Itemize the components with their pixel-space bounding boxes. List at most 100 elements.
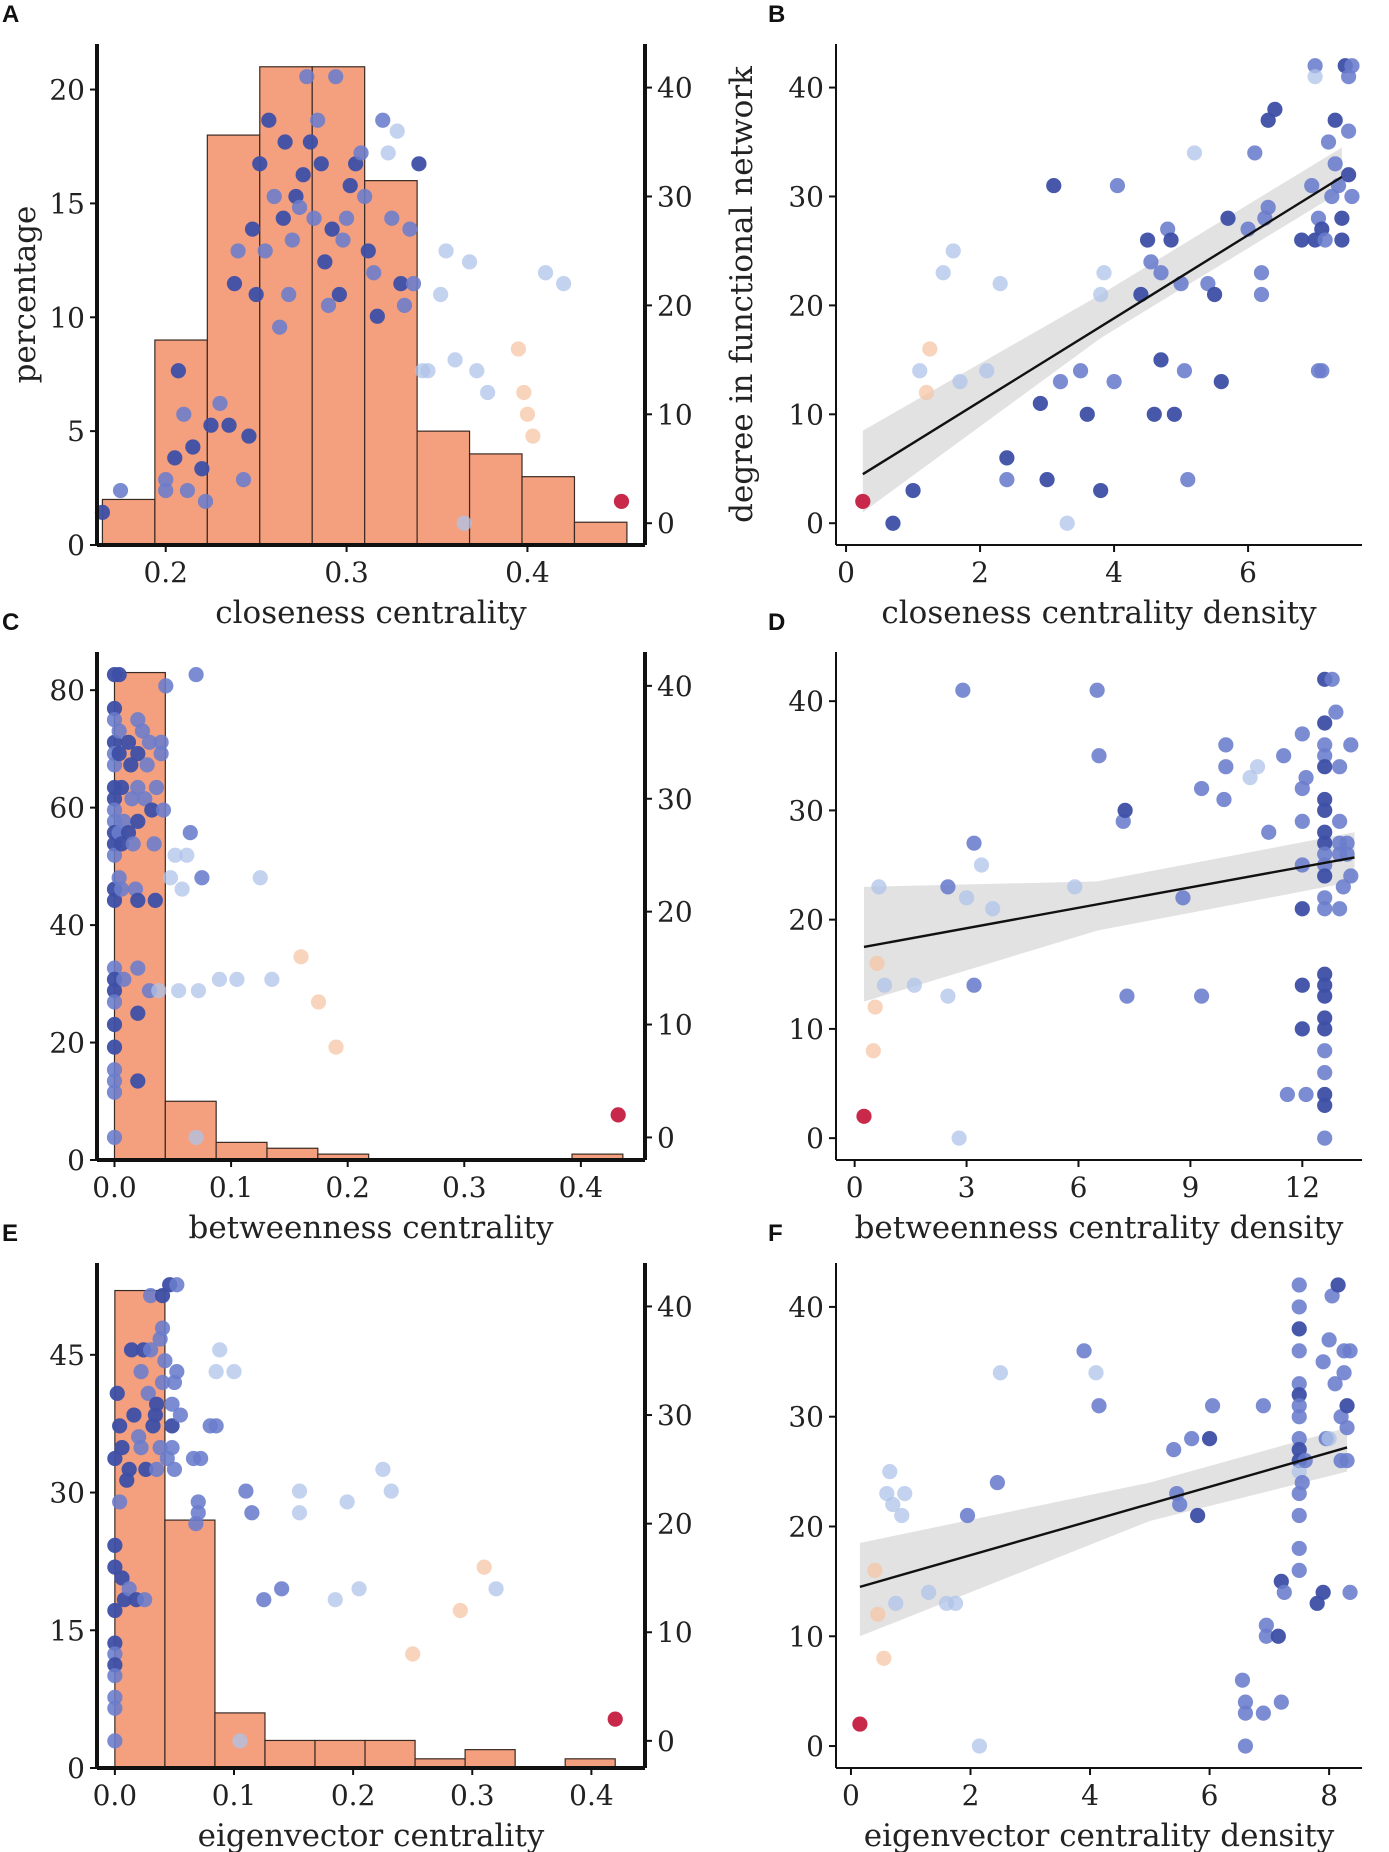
y-tick-label: 15 xyxy=(49,1614,85,1647)
data-point xyxy=(1340,167,1357,183)
data-point xyxy=(1344,58,1360,74)
x-tick-label: 6 xyxy=(1070,1171,1088,1204)
data-point xyxy=(148,1396,165,1412)
data-point xyxy=(1216,791,1232,808)
data-point xyxy=(1072,363,1089,379)
data-point xyxy=(111,723,127,739)
data-point xyxy=(1342,1584,1358,1600)
data-point xyxy=(940,988,956,1004)
data-point xyxy=(107,1689,123,1706)
x-tick-label: 4 xyxy=(1081,1779,1099,1812)
data-point xyxy=(320,297,337,313)
data-point xyxy=(973,857,990,873)
y-tick-label: 0 xyxy=(67,1752,85,1785)
data-point xyxy=(1317,748,1333,764)
x-tick-label: 0 xyxy=(846,1171,864,1204)
data-point xyxy=(194,461,210,477)
y2-tick-label: 0 xyxy=(657,1121,675,1154)
data-point xyxy=(461,254,478,270)
data-point xyxy=(133,1364,149,1380)
data-point xyxy=(153,746,169,762)
data-point xyxy=(921,1584,937,1600)
x-tick-label: 0.3 xyxy=(450,1779,495,1812)
data-point xyxy=(257,243,273,259)
data-point xyxy=(317,254,333,270)
data-point xyxy=(1153,265,1169,281)
x-tick-label: 0.0 xyxy=(92,1171,137,1204)
data-point xyxy=(1317,232,1333,248)
data-point xyxy=(342,177,358,194)
x-tick-label: 0.0 xyxy=(93,1779,138,1812)
y2-tick-label: 40 xyxy=(657,670,693,703)
data-point xyxy=(211,971,228,987)
data-point xyxy=(299,69,315,85)
data-point xyxy=(876,1650,892,1666)
data-point xyxy=(328,69,344,85)
data-point xyxy=(1324,671,1340,687)
data-point xyxy=(274,1581,290,1597)
data-point xyxy=(1342,1343,1358,1359)
data-point xyxy=(1039,472,1055,488)
data-point xyxy=(339,1494,355,1510)
data-point xyxy=(882,1463,898,1480)
data-point xyxy=(1133,286,1149,303)
data-point xyxy=(208,1364,224,1380)
data-point xyxy=(230,243,246,259)
data-point xyxy=(871,879,887,895)
data-point xyxy=(1294,1474,1310,1491)
data-point xyxy=(190,983,207,999)
data-point xyxy=(1117,802,1133,819)
data-point xyxy=(126,1407,142,1423)
data-point xyxy=(1317,1086,1333,1103)
data-point xyxy=(1184,1431,1200,1447)
histogram-bar xyxy=(364,180,418,546)
y-tick-label: 80 xyxy=(49,674,85,707)
x-tick-label: 0 xyxy=(842,1779,860,1812)
data-point xyxy=(935,265,951,281)
data-point xyxy=(393,276,409,292)
data-point xyxy=(1317,868,1333,884)
data-point xyxy=(405,1646,421,1662)
y-tick-label: 20 xyxy=(49,74,85,107)
data-point xyxy=(212,395,228,412)
histogram-bar xyxy=(468,453,523,546)
data-point xyxy=(1258,1617,1274,1633)
panel-letter: A xyxy=(2,1,19,28)
y2-tick-label: 10 xyxy=(657,398,693,431)
y-tick-label: 0 xyxy=(806,1730,824,1763)
data-point xyxy=(1237,1738,1254,1754)
data-point xyxy=(1190,1507,1206,1524)
data-point xyxy=(865,1043,881,1059)
data-point xyxy=(351,1581,367,1597)
histogram-bar xyxy=(311,66,366,546)
data-point xyxy=(188,666,204,683)
panel-letter: B xyxy=(768,1,785,28)
data-point xyxy=(107,1450,123,1467)
data-point xyxy=(164,1396,180,1412)
data-point xyxy=(176,406,192,422)
data-point xyxy=(1106,374,1122,390)
data-point xyxy=(133,1440,149,1456)
data-point xyxy=(1096,265,1112,281)
data-point xyxy=(1204,1398,1221,1414)
data-point xyxy=(113,836,130,852)
histogram-bar xyxy=(215,1141,268,1161)
data-point xyxy=(130,746,146,762)
data-point xyxy=(1067,879,1083,895)
x-tick-label: 3 xyxy=(958,1171,976,1204)
x-axis-label: closeness centrality density xyxy=(881,595,1317,631)
data-point xyxy=(107,1602,123,1619)
histogram-bars xyxy=(101,66,628,546)
data-point xyxy=(148,779,165,796)
data-point xyxy=(897,1485,913,1502)
y-tick-label: 0 xyxy=(67,529,85,562)
data-point xyxy=(480,384,496,401)
panel-c: C 0 10 20 30 40 0 20 40 60 80 0.0 0.1 0.2 0.3 0.4betwee… xyxy=(2,609,693,1246)
data-point xyxy=(476,1559,492,1575)
data-point xyxy=(235,472,252,488)
data-point xyxy=(1317,791,1333,808)
data-point xyxy=(256,1592,272,1608)
y2-tick-label: 30 xyxy=(657,180,693,213)
data-point xyxy=(1237,1705,1254,1721)
data-point xyxy=(610,1107,626,1123)
